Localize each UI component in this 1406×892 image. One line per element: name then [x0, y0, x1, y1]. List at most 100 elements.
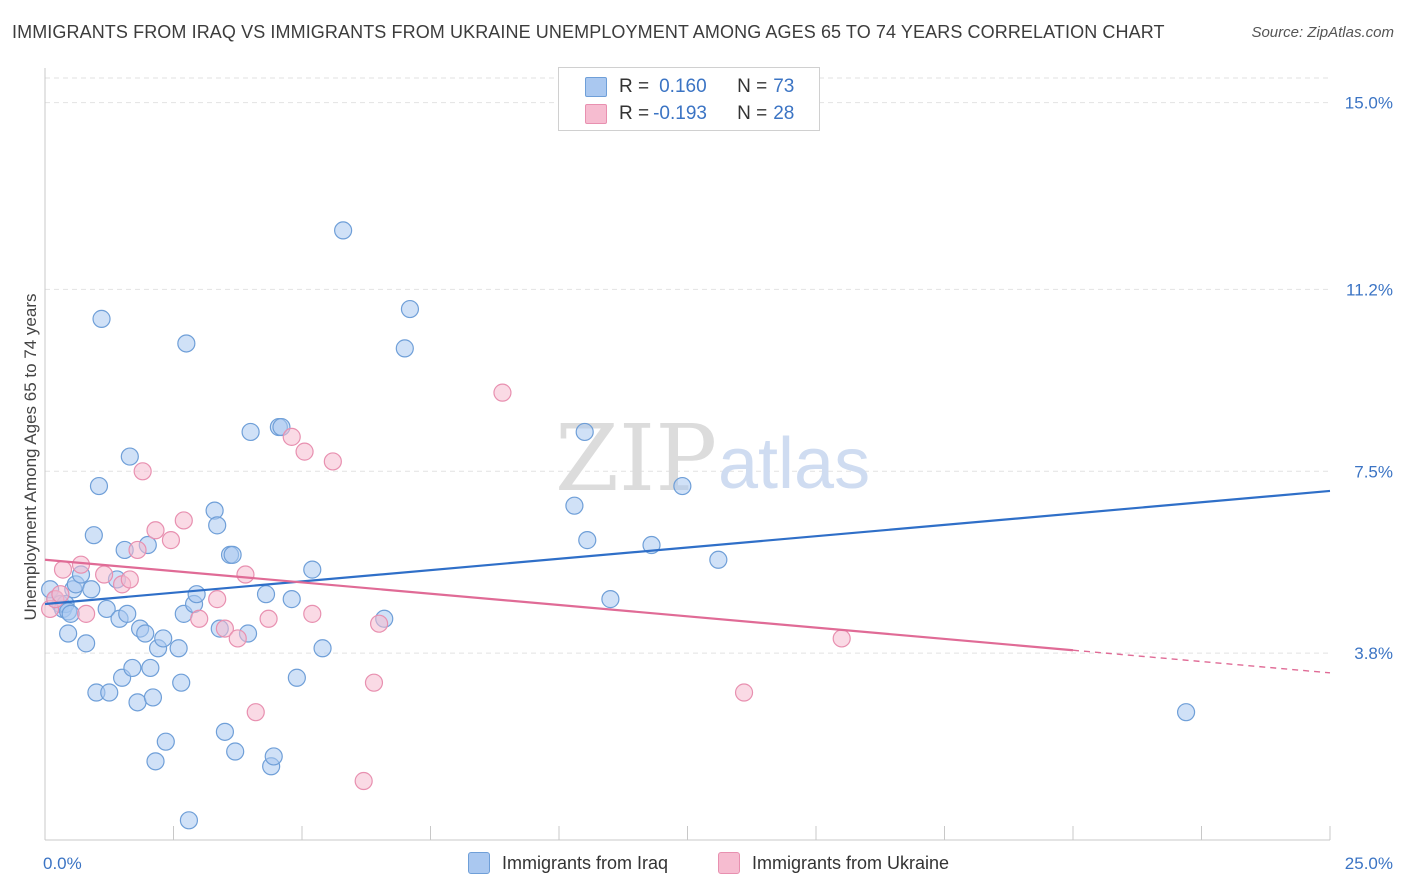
- iraq-point: [82, 580, 101, 599]
- n-label: N =: [737, 76, 768, 97]
- y-tick-label: 3.8%: [1354, 644, 1393, 663]
- ukraine-point: [174, 511, 193, 530]
- ukraine-point: [323, 452, 342, 471]
- iraq-point: [313, 639, 332, 658]
- ukraine-point: [228, 629, 247, 648]
- watermark-zip: ZIP: [555, 405, 717, 512]
- ukraine-point: [493, 383, 512, 402]
- ukraine-point: [128, 540, 147, 560]
- iraq-point: [395, 339, 414, 358]
- ukraine-point: [71, 555, 91, 574]
- ukraine-point: [295, 442, 314, 461]
- r-label: R =: [619, 76, 650, 97]
- series-legend: Immigrants from Iraq Immigrants from Ukr…: [0, 852, 1406, 878]
- y-axis-label: Unemployment Among Ages 65 to 74 years: [21, 294, 40, 621]
- n-value: 28: [773, 103, 795, 124]
- iraq-point: [89, 476, 109, 496]
- iraq-point: [154, 629, 173, 648]
- n-label: N =: [737, 103, 768, 124]
- iraq-point: [264, 747, 283, 766]
- iraq-point: [97, 599, 116, 619]
- iraq-point: [141, 658, 160, 678]
- x-tick-label-max: 25.0%: [1345, 854, 1393, 873]
- ukraine-point: [364, 673, 384, 692]
- iraq-legend-label: Immigrants from Iraq: [502, 852, 669, 873]
- trend-lines: [44, 489, 1331, 674]
- axes: [44, 68, 1331, 841]
- iraq-point: [156, 732, 175, 751]
- iraq-point: [169, 639, 188, 658]
- ukraine-point: [734, 683, 754, 702]
- iraq-point: [1176, 703, 1196, 722]
- chart-title: IMMIGRANTS FROM IRAQ VS IMMIGRANTS FROM …: [12, 22, 1165, 42]
- ukraine-point: [190, 609, 209, 628]
- ukraine-point: [120, 570, 139, 589]
- iraq-point: [565, 496, 584, 515]
- legend-row-iraq: R = 0.160 N = 73: [585, 75, 794, 99]
- iraq-point: [208, 516, 227, 535]
- ukraine-point: [51, 585, 70, 604]
- iraq-point: [400, 299, 420, 319]
- ukraine-point: [259, 609, 278, 628]
- r-value: -0.193: [653, 103, 707, 124]
- y-tick-labels: 3.8% 7.5% 11.2% 15.0%: [1345, 94, 1393, 664]
- iraq-point: [601, 590, 620, 609]
- correlation-legend: R = 0.160 N = 73 R = -0.193 N = 28: [558, 67, 820, 131]
- iraq-point: [92, 309, 111, 328]
- iraq-point: [334, 221, 353, 240]
- trend-line-0: [44, 489, 1331, 606]
- iraq-point: [578, 531, 597, 550]
- iraq-point: [303, 560, 322, 579]
- r-value: 0.160: [659, 76, 707, 97]
- ukraine-point: [133, 462, 152, 481]
- x-tick-labels: 0.0% 25.0%: [43, 854, 1393, 873]
- iraq-point: [146, 752, 165, 771]
- iraq-point: [215, 722, 234, 741]
- source-label: Source: ZipAtlas.com: [1251, 24, 1394, 41]
- iraq-point: [256, 585, 276, 604]
- iraq-point: [123, 658, 142, 678]
- ukraine-point: [208, 590, 227, 609]
- watermark: ZIP atlas: [555, 405, 870, 512]
- iraq-point: [241, 422, 260, 442]
- iraq-point: [77, 634, 96, 653]
- iraq-point: [187, 585, 206, 604]
- ukraine-point: [246, 703, 265, 722]
- ukraine-point: [146, 521, 165, 540]
- iraq-point: [205, 501, 224, 520]
- ukraine-swatch: [585, 104, 607, 124]
- ukraine-point: [77, 604, 96, 623]
- ukraine-point: [161, 531, 181, 550]
- y-tick-label: 15.0%: [1345, 94, 1393, 113]
- y-tick-label: 11.2%: [1346, 280, 1393, 299]
- trend-line-extension-1: [1072, 649, 1331, 674]
- iraq-point: [100, 683, 119, 702]
- ukraine-legend-label: Immigrants from Ukraine: [752, 852, 950, 873]
- ukraine-point: [354, 771, 373, 791]
- legend-row-ukraine: R = -0.193 N = 28: [585, 102, 794, 126]
- iraq-point: [59, 624, 78, 643]
- watermark-atlas: atlas: [718, 424, 870, 504]
- iraq-point: [118, 604, 137, 623]
- iraq-point: [179, 811, 199, 830]
- legend-item-iraq: Immigrants from Iraq: [468, 852, 668, 874]
- ukraine-point: [303, 604, 322, 623]
- iraq-point: [223, 545, 242, 564]
- ukraine-legend-swatch: [718, 852, 740, 874]
- legend-item-ukraine: Immigrants from Ukraine: [718, 852, 949, 874]
- ukraine-point: [236, 565, 255, 584]
- iraq-point: [287, 668, 306, 687]
- x-tick-label-min: 0.0%: [43, 854, 82, 873]
- ukraine-point: [95, 565, 114, 584]
- trend-line-1: [44, 558, 1074, 652]
- iraq-legend-swatch: [468, 852, 490, 874]
- iraq-point: [282, 590, 301, 609]
- n-value: 73: [773, 76, 795, 97]
- iraq-point: [172, 673, 191, 692]
- ukraine-point: [282, 427, 301, 446]
- iraq-point: [128, 693, 147, 712]
- ukraine-point: [53, 560, 73, 579]
- iraq-swatch: [585, 77, 607, 97]
- iraq-point: [61, 604, 80, 623]
- ukraine-point: [832, 629, 851, 648]
